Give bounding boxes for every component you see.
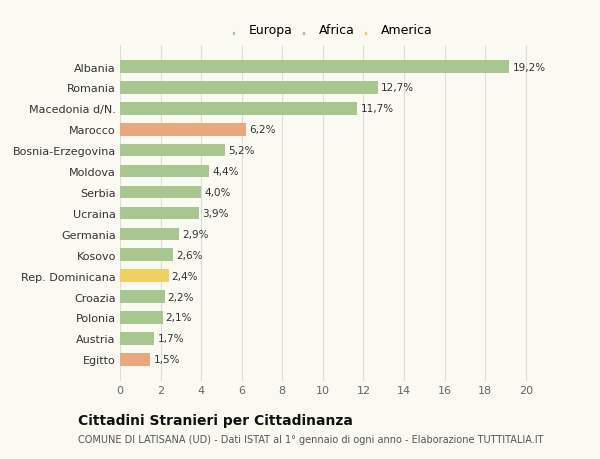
- Bar: [120, 332, 154, 345]
- Text: 2,6%: 2,6%: [176, 250, 202, 260]
- Bar: [120, 61, 509, 73]
- Text: Cittadini Stranieri per Cittadinanza: Cittadini Stranieri per Cittadinanza: [78, 413, 353, 427]
- Legend: Europa, Africa, America: Europa, Africa, America: [228, 19, 438, 42]
- Bar: [120, 103, 358, 115]
- Text: 19,2%: 19,2%: [512, 62, 545, 73]
- Text: 2,9%: 2,9%: [182, 230, 208, 239]
- Bar: [120, 228, 179, 241]
- Text: 4,0%: 4,0%: [204, 188, 230, 197]
- Bar: [120, 270, 169, 282]
- Bar: [120, 291, 164, 303]
- Text: 5,2%: 5,2%: [229, 146, 255, 156]
- Text: 2,1%: 2,1%: [166, 313, 192, 323]
- Bar: [120, 207, 199, 220]
- Bar: [120, 124, 246, 136]
- Text: 3,9%: 3,9%: [202, 208, 229, 218]
- Text: 11,7%: 11,7%: [361, 104, 394, 114]
- Text: COMUNE DI LATISANA (UD) - Dati ISTAT al 1° gennaio di ogni anno - Elaborazione T: COMUNE DI LATISANA (UD) - Dati ISTAT al …: [78, 434, 544, 444]
- Bar: [120, 249, 173, 262]
- Bar: [120, 145, 226, 157]
- Text: 6,2%: 6,2%: [249, 125, 275, 135]
- Text: 2,4%: 2,4%: [172, 271, 198, 281]
- Bar: [120, 186, 201, 199]
- Text: 1,5%: 1,5%: [154, 354, 180, 364]
- Text: 1,7%: 1,7%: [158, 334, 184, 344]
- Text: 4,4%: 4,4%: [212, 167, 239, 177]
- Text: 2,2%: 2,2%: [167, 292, 194, 302]
- Bar: [120, 312, 163, 324]
- Bar: [120, 353, 151, 366]
- Bar: [120, 165, 209, 178]
- Bar: [120, 82, 377, 95]
- Text: 12,7%: 12,7%: [380, 83, 414, 93]
